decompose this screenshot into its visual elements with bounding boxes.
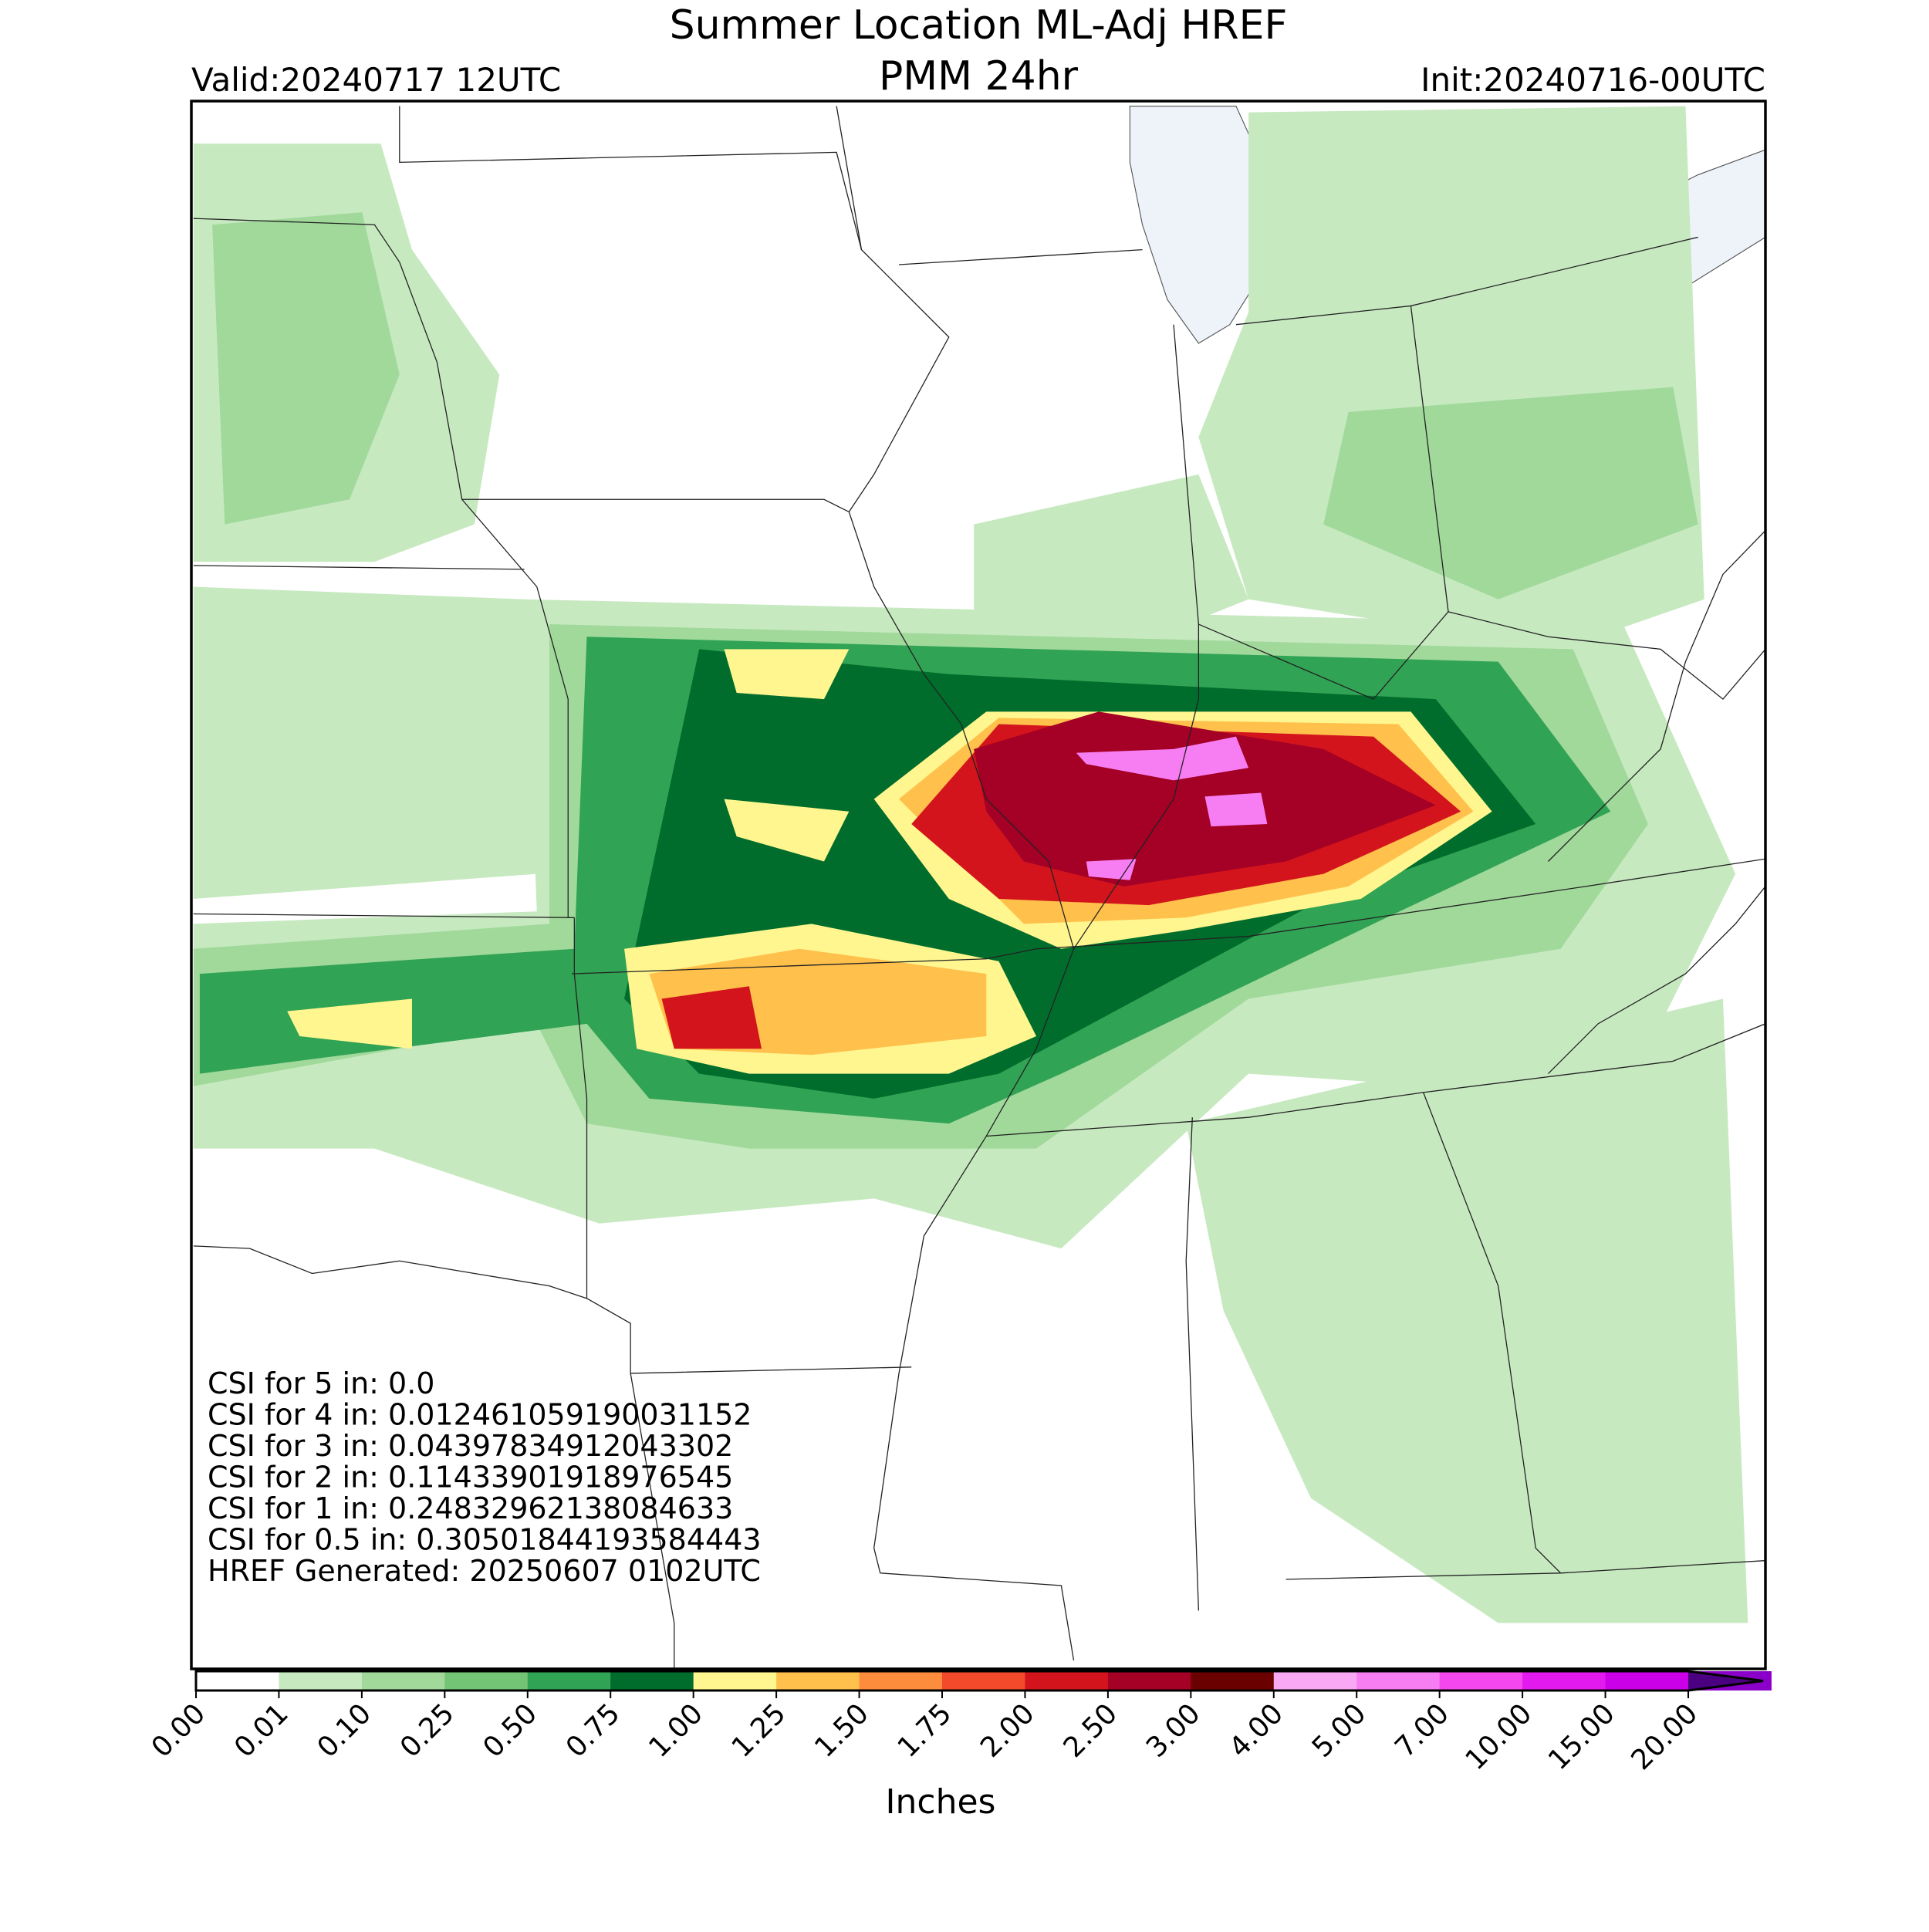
- subtitle: PMM 24hr: [879, 53, 1079, 100]
- colorbar-segment: [1605, 1671, 1689, 1690]
- colorbar-segment: [1273, 1671, 1357, 1690]
- map: [193, 105, 1765, 1669]
- csi-annotation: HREF Generated: 20250607 0102UTC: [208, 1554, 761, 1588]
- colorbar-segment: [693, 1671, 777, 1690]
- colorbar-segment: [527, 1671, 611, 1690]
- extreme-precip: [1076, 736, 1268, 880]
- colorbar-segment: [1522, 1671, 1606, 1690]
- state-boundary: [193, 106, 1765, 1669]
- colorbar-segment: [361, 1671, 445, 1690]
- csi-annotation: CSI for 3 in: 0.04397834912043302: [208, 1429, 733, 1463]
- colorbar-segment: [942, 1671, 1025, 1690]
- csi-annotation: CSI for 0.5 in: 0.30501844193584443: [208, 1523, 762, 1557]
- colorbar-segment: [1439, 1671, 1523, 1690]
- colorbar-segment: [776, 1671, 860, 1690]
- colorbar-extension: [1688, 1671, 1763, 1690]
- title: Summer Location ML-Adj HREF: [670, 2, 1288, 49]
- csi-annotation: CSI for 4 in: 0.012461059190031152: [208, 1398, 752, 1432]
- colorbar-outline: [194, 1670, 1764, 1692]
- colorbar-segment: [1107, 1671, 1191, 1690]
- colorbar-label: Inches: [886, 1782, 996, 1822]
- csi-annotation: CSI for 2 in: 0.11433901918976545: [208, 1461, 733, 1495]
- colorbar-segment: [1025, 1671, 1109, 1690]
- colorbar-segment: [196, 1671, 279, 1690]
- colorbar-segment: [279, 1671, 363, 1690]
- colorbar-segment: [859, 1671, 943, 1690]
- map-frame: [190, 100, 1767, 1670]
- colorbar-segment: [1356, 1671, 1441, 1690]
- colorbar-segment: [1191, 1671, 1275, 1690]
- csi-annotation: CSI for 1 in: 0.24832962138084633: [208, 1491, 733, 1525]
- colorbar-segment: [610, 1671, 694, 1690]
- colorbar-segment: [444, 1671, 529, 1690]
- csi-annotation: CSI for 5 in: 0.0: [208, 1366, 434, 1400]
- init-time: Init:20240716-00UTC: [1421, 61, 1765, 99]
- valid-time: Valid:20240717 12UTC: [191, 61, 561, 99]
